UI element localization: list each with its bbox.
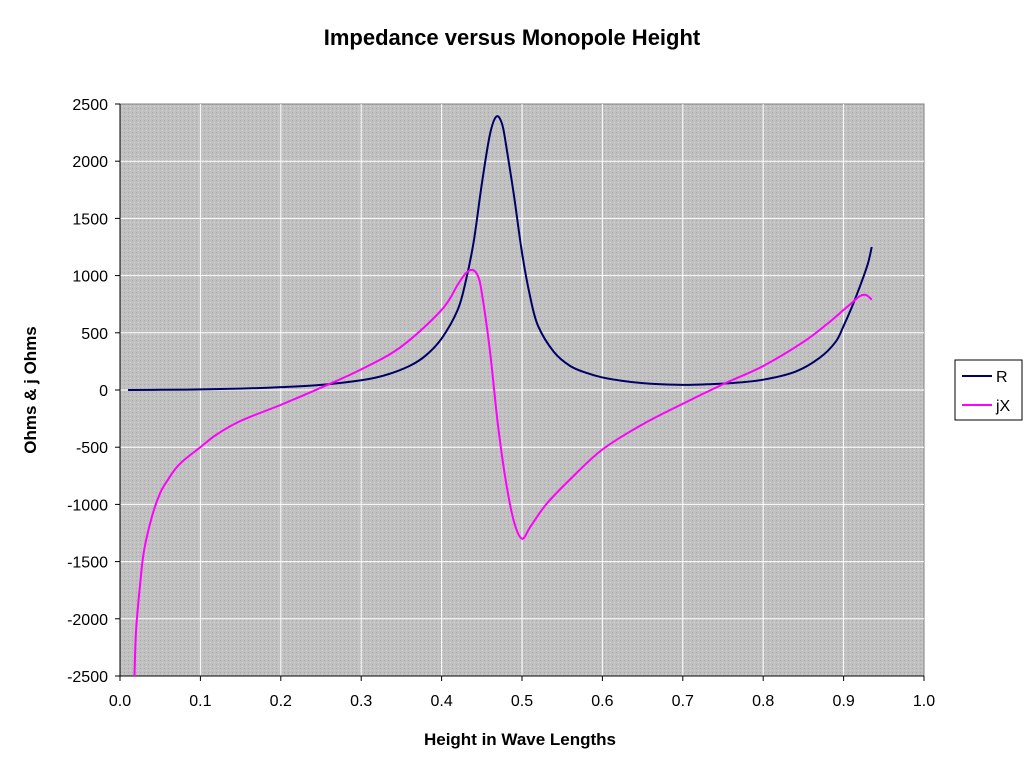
y-tick-label: -2500 [67, 669, 108, 686]
x-tick-label: 1.0 [913, 693, 935, 710]
x-tick-label: 0.6 [591, 693, 613, 710]
x-tick-label: 0.5 [511, 693, 533, 710]
legend-label-jx: jX [995, 398, 1011, 415]
y-tick-label: -500 [76, 440, 108, 457]
y-tick-label: -1500 [67, 555, 108, 572]
x-tick-label: 0.4 [430, 693, 452, 710]
legend-box [954, 359, 1023, 421]
y-tick-label: 0 [99, 383, 108, 400]
x-axis-label: Height in Wave Lengths [424, 730, 616, 749]
x-axis-ticks: 0.0 0.1 0.2 0.3 0.4 0.5 0.6 0.7 0.8 0.9 1.0 [109, 676, 935, 710]
x-tick-label: 0.1 [189, 693, 211, 710]
y-tick-label: -1000 [67, 497, 108, 514]
y-tick-label: 2500 [72, 97, 108, 114]
y-axis-ticks: 2500 2000 1500 1000 500 0 -500 -1000 -1500 -2000 -… [67, 97, 120, 686]
y-tick-label: 2000 [72, 154, 108, 171]
x-tick-label: 0.2 [270, 693, 292, 710]
x-tick-label: 0.0 [109, 693, 131, 710]
y-tick-label: -2000 [67, 612, 108, 629]
series-lines [128, 115, 873, 676]
legend-label-r: R [996, 369, 1008, 386]
y-tick-label: 1500 [72, 211, 108, 228]
x-tick-label: 0.3 [350, 693, 372, 710]
y-axis-label: Ohms & j Ohms [21, 326, 40, 454]
x-tick-label: 0.9 [832, 693, 854, 710]
x-tick-label: 0.7 [672, 693, 694, 710]
y-tick-label: 1000 [72, 269, 108, 286]
legend: R jX [954, 359, 1023, 421]
series-line-r [128, 115, 873, 391]
x-tick-label: 0.8 [752, 693, 774, 710]
y-tick-label: 500 [81, 326, 108, 343]
series-line-jx [133, 268, 873, 676]
chart-title: Impedance versus Monopole Height [324, 25, 701, 50]
